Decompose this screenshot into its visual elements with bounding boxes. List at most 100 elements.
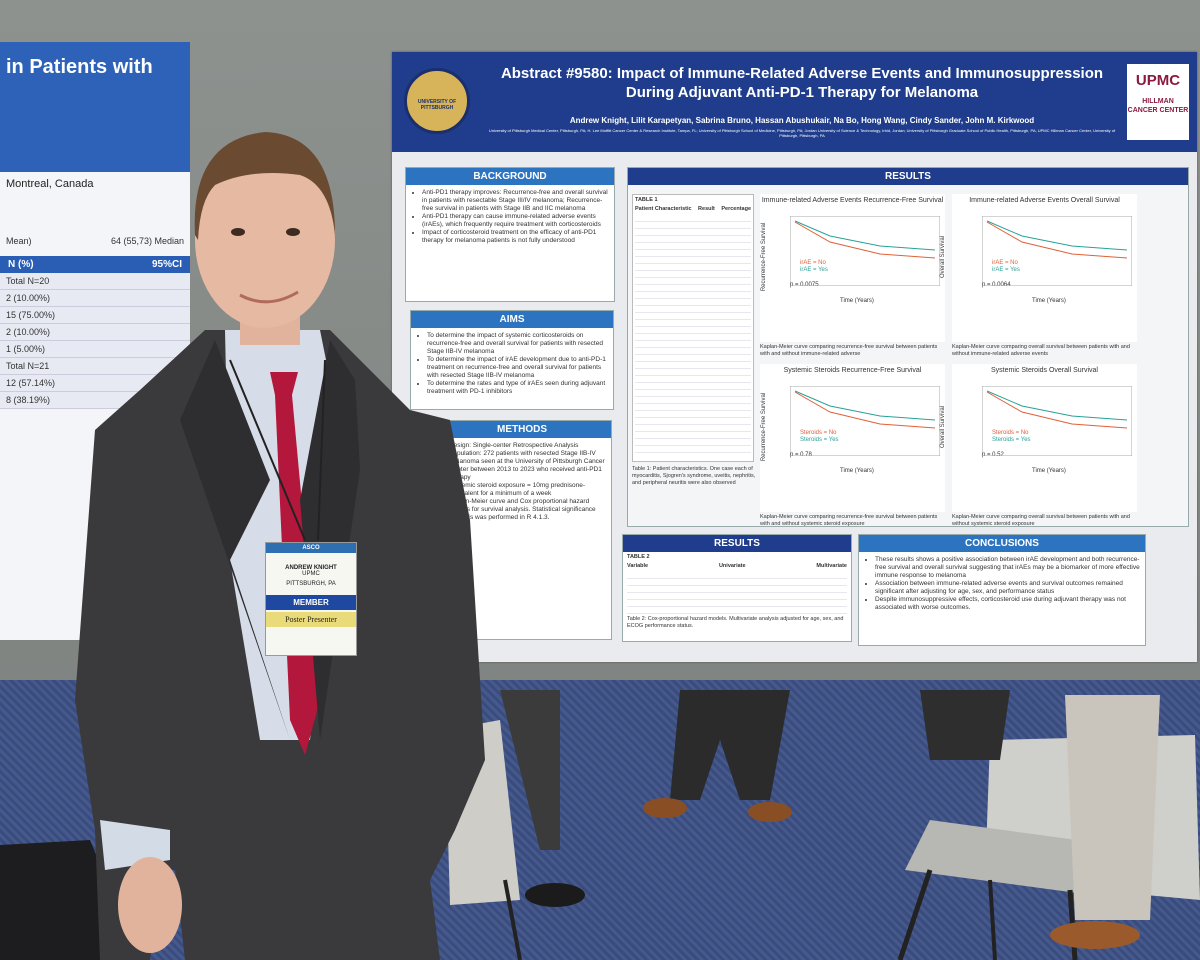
km-plot: Immune-related Adverse Events Overall Su… bbox=[940, 194, 1137, 342]
badge: ASCO ANDREW KNIGHT UPMC PITTSBURGH, PA M… bbox=[265, 542, 357, 656]
plot-title: Systemic Steroids Overall Survival bbox=[991, 367, 1098, 374]
list: To determine the impact of systemic cort… bbox=[415, 332, 609, 396]
badge-city: PITTSBURGH, PA bbox=[286, 581, 336, 587]
badge-name: ANDREW KNIGHT bbox=[285, 565, 337, 571]
legend-entry: irAE = Yes bbox=[992, 267, 1020, 273]
table1: TABLE 1 Patient Characteristic Result Pe… bbox=[632, 194, 754, 462]
table2-caption: Table 2: Cox-proportional hazard models.… bbox=[627, 616, 844, 629]
item: Analysis was performed in R 4.1.3. bbox=[449, 514, 607, 522]
item: 2 (10.00%) bbox=[0, 324, 190, 341]
poster-header: UNIVERSITY OF PITTSBURGH Abstract #9580:… bbox=[392, 52, 1197, 152]
plot-caption: Kaplan-Meier curve comparing overall sur… bbox=[952, 344, 1130, 357]
note: Mean) bbox=[6, 236, 32, 246]
th: Multivariate bbox=[816, 563, 847, 569]
th: 95%CI bbox=[151, 259, 182, 270]
note: 64 (55,73) Median bbox=[110, 236, 184, 246]
plot-caption: Kaplan-Meier curve comparing overall sur… bbox=[952, 514, 1130, 527]
aims-box: AIMS To determine the impact of systemic… bbox=[410, 310, 614, 410]
x-label: Time (Years) bbox=[840, 298, 874, 304]
seal: UNIVERSITY OF PITTSBURGH bbox=[404, 68, 470, 134]
results2-box: RESULTS TABLE 2 Variable Univariate Mult… bbox=[622, 534, 852, 642]
badge-event: ASCO bbox=[266, 543, 356, 553]
logo: UPMC HILLMAN CANCER CENTER bbox=[1127, 64, 1189, 140]
plot-caption: Kaplan-Meier curve comparing recurrence-… bbox=[760, 344, 938, 357]
item: Impact of corticosteroid treatment on th… bbox=[422, 229, 610, 245]
authors: Andrew Knight, Lilit Karapetyan, Sabrina… bbox=[569, 116, 1035, 125]
item: Anti-PD1 therapy can cause immune-relate… bbox=[422, 213, 610, 229]
curves bbox=[982, 216, 1132, 286]
table2-head: Variable Univariate Multivariate bbox=[623, 563, 851, 570]
plot-title: Immune-related Adverse Events Overall Su… bbox=[969, 197, 1120, 204]
th: Variable bbox=[627, 563, 649, 569]
km-plot: Systemic Steroids Overall Survival p = 0.… bbox=[940, 364, 1137, 512]
legend-entry: irAE = Yes bbox=[800, 267, 828, 273]
item: Anti-PD1 therapy improves: Recurrence-fr… bbox=[422, 189, 610, 213]
p-value: p = 0.78 bbox=[790, 452, 812, 458]
main-poster: UNIVERSITY OF PITTSBURGH Abstract #9580:… bbox=[392, 52, 1197, 662]
item: To determine the impact of systemic cort… bbox=[427, 332, 609, 356]
curves bbox=[982, 386, 1132, 456]
legend-entry: Steroids = No bbox=[992, 430, 1029, 436]
th: Percentage bbox=[721, 206, 751, 212]
logo-text: UPMC bbox=[1135, 72, 1181, 89]
left-title: in Patients with bbox=[0, 42, 190, 172]
x-label: Time (Years) bbox=[1032, 298, 1066, 304]
plot-caption: Kaplan-Meier curve comparing recurrence-… bbox=[760, 514, 938, 527]
table-label: TABLE 2 bbox=[627, 554, 650, 560]
table-head: Patient Characteristic Result Percentage bbox=[633, 206, 753, 213]
list: Design: Single-center Retrospective Anal… bbox=[437, 442, 607, 522]
p-value: p = 0.0075 bbox=[790, 282, 819, 288]
results-box: RESULTS TABLE 1 Patient Characteristic R… bbox=[627, 167, 1189, 527]
legend-entry: Steroids = Yes bbox=[992, 437, 1031, 443]
legend-entry: irAE = No bbox=[800, 260, 826, 266]
left-notes: Mean) 64 (55,73) Median bbox=[0, 196, 190, 246]
table-rows bbox=[635, 215, 751, 455]
list: These results shows a positive associati… bbox=[863, 556, 1141, 612]
th: Result bbox=[698, 206, 715, 212]
conclusions-box: CONCLUSIONS These results shows a positi… bbox=[858, 534, 1146, 646]
badge-ribbon: Poster Presenter bbox=[266, 612, 356, 627]
legend-entry: Steroids = Yes bbox=[800, 437, 839, 443]
table1-caption: Table 1: Patient characteristics. One ca… bbox=[632, 466, 756, 486]
item: 1 (5.00%) bbox=[0, 341, 190, 358]
legend-entry: Steroids = No bbox=[800, 430, 837, 436]
th: N (%) bbox=[8, 259, 34, 270]
legs-background bbox=[500, 690, 1160, 949]
logo-sub: HILLMAN CANCER CENTER bbox=[1127, 98, 1189, 114]
background-box: BACKGROUND Anti-PD1 therapy improves: Re… bbox=[405, 167, 615, 302]
plot-title: Immune-related Adverse Events Recurrence… bbox=[761, 197, 944, 204]
plot-title: Systemic Steroids Recurrence-Free Surviv… bbox=[783, 367, 922, 374]
item: To determine the rates and type of irAEs… bbox=[427, 380, 609, 396]
item: Kaplan-Meier curve and Cox proportional … bbox=[449, 498, 607, 514]
item: Despite immunosuppressive effects, corti… bbox=[875, 596, 1141, 612]
p-value: p = 0.52 bbox=[982, 452, 1004, 458]
list: Anti-PD1 therapy improves: Recurrence-fr… bbox=[410, 189, 610, 245]
heading: BACKGROUND bbox=[406, 168, 614, 185]
th: Univariate bbox=[718, 563, 746, 569]
item: To determine the impact of irAE developm… bbox=[427, 356, 609, 380]
heading: CONCLUSIONS bbox=[859, 535, 1145, 552]
badge-role: MEMBER bbox=[266, 595, 356, 610]
poster-title: Abstract #9580: Impact of Immune-Related… bbox=[500, 65, 1104, 101]
item: Design: Single-center Retrospective Anal… bbox=[449, 442, 607, 450]
badge-org: UPMC bbox=[302, 571, 320, 577]
x-label: Time (Years) bbox=[1032, 468, 1066, 474]
affiliations: University of Pittsburgh Medical Center,… bbox=[488, 128, 1116, 138]
heading: METHODS bbox=[433, 421, 611, 438]
km-plot: Immune-related Adverse Events Recurrence… bbox=[760, 194, 945, 342]
p-value: p = 0.0064 bbox=[982, 282, 1011, 288]
location: Montreal, Canada bbox=[6, 178, 94, 190]
left-table: Total N=20 2 (10.00%) 15 (75.00%) 2 (10.00%… bbox=[0, 273, 190, 409]
item: 15 (75.00%) bbox=[0, 307, 190, 324]
item: These results shows a positive associati… bbox=[875, 556, 1141, 580]
item: 2 (10.00%) bbox=[0, 290, 190, 307]
curves bbox=[790, 386, 940, 456]
methods-box: METHODS Design: Single-center Retrospect… bbox=[432, 420, 612, 640]
x-label: Time (Years) bbox=[840, 468, 874, 474]
th: Patient Characteristic bbox=[635, 206, 692, 212]
legend-entry: irAE = No bbox=[992, 260, 1018, 266]
item: Total N=20 bbox=[0, 273, 190, 290]
heading: RESULTS bbox=[628, 168, 1188, 185]
item: Association between immune-related adver… bbox=[875, 580, 1141, 596]
item: Systemic steroid exposure = 10mg prednis… bbox=[449, 482, 607, 498]
